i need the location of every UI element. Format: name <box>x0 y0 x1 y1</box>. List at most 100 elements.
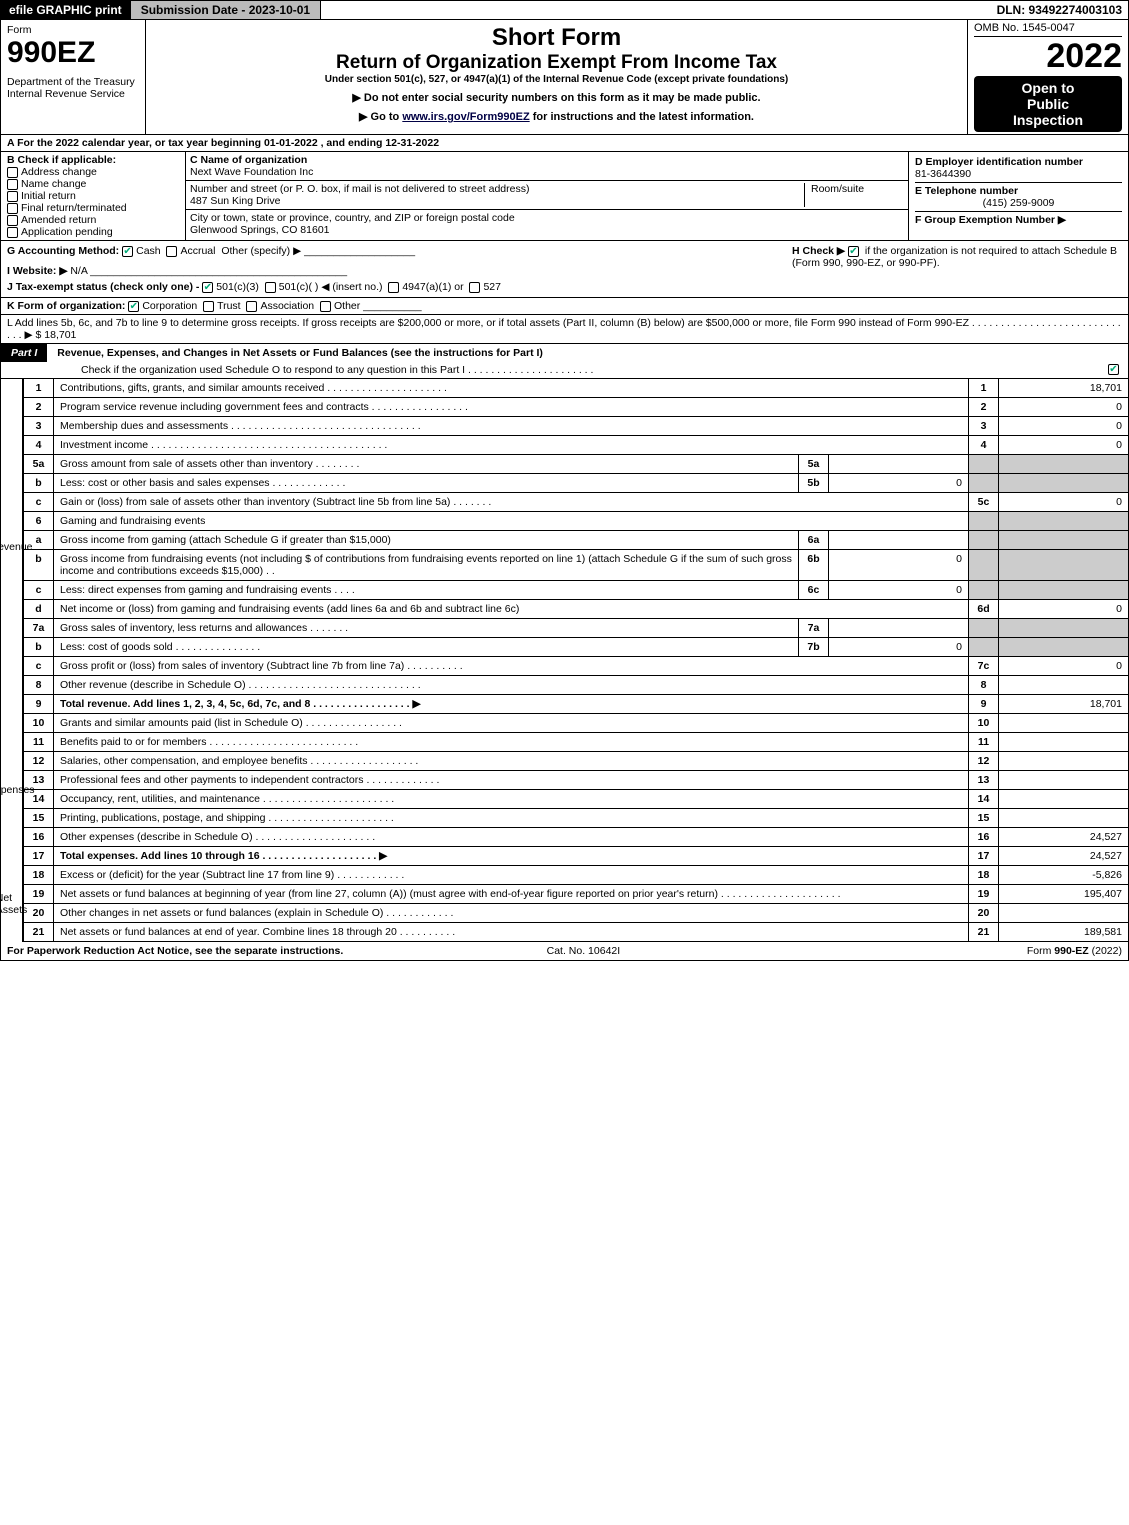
line-label: Other revenue (describe in Schedule O) .… <box>54 676 969 695</box>
line-num: b <box>24 550 54 581</box>
line-label: Grants and similar amounts paid (list in… <box>54 714 969 733</box>
checkbox-icon[interactable] <box>848 246 859 257</box>
table-row: 7aGross sales of inventory, less returns… <box>24 619 1129 638</box>
line-rnum: 13 <box>969 771 999 790</box>
checkbox-icon[interactable] <box>265 282 276 293</box>
line-midval: 0 <box>829 550 969 581</box>
checkbox-icon[interactable] <box>202 282 213 293</box>
form-header: Form 990EZ Department of the Treasury In… <box>0 20 1129 135</box>
grey-cell <box>969 619 999 638</box>
table-row: 10Grants and similar amounts paid (list … <box>24 714 1129 733</box>
k-corp: Corporation <box>142 300 197 312</box>
table-row: 14Occupancy, rent, utilities, and mainte… <box>24 790 1129 809</box>
table-row: 15Printing, publications, postage, and s… <box>24 809 1129 828</box>
d-ein-block: D Employer identification number 81-3644… <box>915 154 1122 183</box>
cat-no: Cat. No. 10642I <box>547 945 621 957</box>
line-value: 189,581 <box>999 923 1129 942</box>
table-row: cGain or (loss) from sale of assets othe… <box>24 493 1129 512</box>
checkbox-icon[interactable] <box>1108 364 1119 375</box>
checkbox-icon[interactable] <box>203 301 214 312</box>
g-other: Other (specify) ▶ <box>221 245 301 257</box>
c-addr-block: Number and street (or P. O. box, if mail… <box>186 181 908 210</box>
line-num: c <box>24 657 54 676</box>
line-rnum: 8 <box>969 676 999 695</box>
table-row: 19Net assets or fund balances at beginni… <box>24 885 1129 904</box>
line-label: Occupancy, rent, utilities, and maintena… <box>54 790 969 809</box>
header-middle: Short Form Return of Organization Exempt… <box>146 20 968 134</box>
b-opt-final-return[interactable]: Final return/terminated <box>7 202 179 214</box>
line-label: Gain or (loss) from sale of assets other… <box>54 493 969 512</box>
k-row: K Form of organization: Corporation Trus… <box>0 298 1129 315</box>
line-rnum: 11 <box>969 733 999 752</box>
line-num: a <box>24 531 54 550</box>
checkbox-icon[interactable] <box>7 203 18 214</box>
g-cash: Cash <box>136 245 161 257</box>
line-label: Benefits paid to or for members . . . . … <box>54 733 969 752</box>
checkbox-icon[interactable] <box>246 301 257 312</box>
open-line3: Inspection <box>976 112 1120 128</box>
b-opt-application-pending[interactable]: Application pending <box>7 226 179 238</box>
grey-cell <box>999 474 1129 493</box>
checkbox-icon[interactable] <box>128 301 139 312</box>
line-label: Net assets or fund balances at beginning… <box>54 885 969 904</box>
line-rnum: 7c <box>969 657 999 676</box>
line-num: 18 <box>24 866 54 885</box>
table-row: 5aGross amount from sale of assets other… <box>24 455 1129 474</box>
line-value: 0 <box>999 417 1129 436</box>
b-opt-name-change[interactable]: Name change <box>7 178 179 190</box>
line-value <box>999 790 1129 809</box>
table-row: 9Total revenue. Add lines 1, 2, 3, 4, 5c… <box>24 695 1129 714</box>
line-rnum: 21 <box>969 923 999 942</box>
table-row: 18Excess or (deficit) for the year (Subt… <box>24 866 1129 885</box>
line-value: 0 <box>999 493 1129 512</box>
line-label: Excess or (deficit) for the year (Subtra… <box>54 866 969 885</box>
b-opt-address-change[interactable]: Address change <box>7 166 179 178</box>
grey-cell <box>969 581 999 600</box>
c-name-block: C Name of organization Next Wave Foundat… <box>186 152 908 181</box>
c-city-label: City or town, state or province, country… <box>190 212 904 224</box>
revenue-sidetab: Revenue <box>1 379 23 714</box>
line-value <box>999 733 1129 752</box>
checkbox-icon[interactable] <box>7 167 18 178</box>
d-ein-label: D Employer identification number <box>915 156 1122 168</box>
checkbox-icon[interactable] <box>320 301 331 312</box>
line-rnum: 2 <box>969 398 999 417</box>
b-opt-initial-return[interactable]: Initial return <box>7 190 179 202</box>
line-value <box>999 904 1129 923</box>
checkbox-icon[interactable] <box>122 246 133 257</box>
ein-value: 81-3644390 <box>915 168 1122 180</box>
h-check: H Check ▶ if the organization is not req… <box>792 245 1122 293</box>
line-midnum: 6b <box>799 550 829 581</box>
table-row: dNet income or (loss) from gaming and fu… <box>24 600 1129 619</box>
line-rnum: 10 <box>969 714 999 733</box>
line-rnum: 5c <box>969 493 999 512</box>
checkbox-icon[interactable] <box>7 227 18 238</box>
checkbox-icon[interactable] <box>388 282 399 293</box>
grey-cell <box>969 638 999 657</box>
efile-print-tab[interactable]: efile GRAPHIC print <box>1 1 130 19</box>
line-label: Program service revenue including govern… <box>54 398 969 417</box>
checkbox-icon[interactable] <box>7 179 18 190</box>
part1-header-row: Part I Revenue, Expenses, and Changes in… <box>0 344 1129 379</box>
line-label: Gross sales of inventory, less returns a… <box>54 619 799 638</box>
table-row: bLess: cost of goods sold . . . . . . . … <box>24 638 1129 657</box>
line-label: Gross income from gaming (attach Schedul… <box>54 531 799 550</box>
omb-number: OMB No. 1545-0047 <box>974 22 1122 37</box>
line-label: Other expenses (describe in Schedule O) … <box>54 828 969 847</box>
line-label: Net assets or fund balances at end of ye… <box>54 923 969 942</box>
table-row: 8Other revenue (describe in Schedule O) … <box>24 676 1129 695</box>
line-label: Membership dues and assessments . . . . … <box>54 417 969 436</box>
line-label: Less: cost of goods sold . . . . . . . .… <box>54 638 799 657</box>
checkbox-icon[interactable] <box>7 215 18 226</box>
checkbox-icon[interactable] <box>469 282 480 293</box>
line-num: c <box>24 581 54 600</box>
h-text2: if the organization is not required to a… <box>865 245 1117 257</box>
checkbox-icon[interactable] <box>7 191 18 202</box>
irs-link[interactable]: www.irs.gov/Form990EZ <box>402 111 529 123</box>
line-rnum: 20 <box>969 904 999 923</box>
b-opt-label: Amended return <box>21 214 96 226</box>
grey-cell <box>969 531 999 550</box>
checkbox-icon[interactable] <box>166 246 177 257</box>
line-midval <box>829 531 969 550</box>
b-opt-amended-return[interactable]: Amended return <box>7 214 179 226</box>
